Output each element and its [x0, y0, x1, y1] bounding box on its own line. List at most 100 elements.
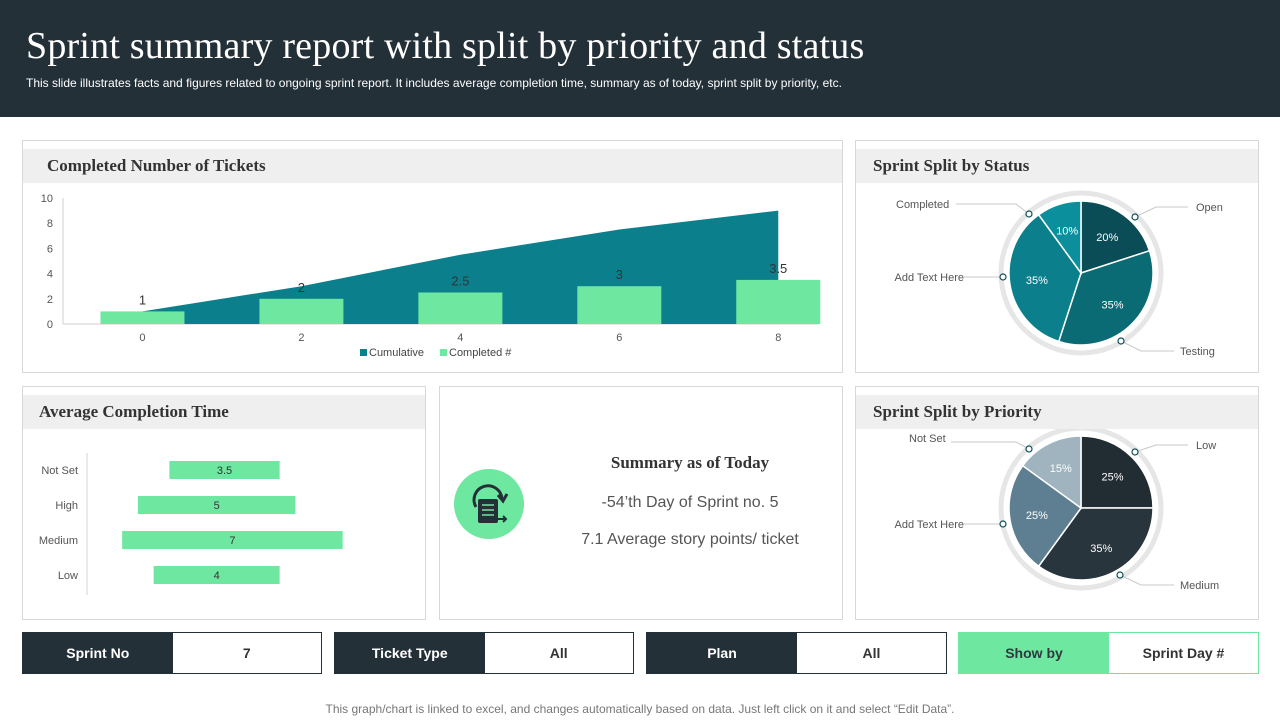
pie-slice	[1057, 249, 1154, 346]
pie-slice-label: 25%	[1026, 510, 1048, 522]
callout-label: Add Text Here	[894, 519, 964, 531]
callout-label: Not Set	[909, 433, 946, 445]
document-refresh-icon	[472, 484, 509, 523]
x-tick-label: 6	[616, 332, 622, 344]
callout-dot	[999, 520, 1007, 528]
completion-bar	[137, 496, 296, 514]
category-label: Low	[58, 570, 78, 582]
show-by-label: Show by	[959, 633, 1109, 673]
summary-title: Summary as of Today	[610, 453, 770, 472]
category-label: High	[55, 500, 78, 512]
status-pie-chart[interactable]: 20% 35% 35% 10% Open Testing Add Text Here Comp…	[856, 183, 1258, 373]
plan-control[interactable]: Plan All	[646, 632, 947, 674]
completed-bar-label: 1	[139, 292, 146, 307]
legend-label-completed: Completed #	[449, 347, 512, 359]
priority-pie-chart[interactable]: 25% 35% 25% 15% Low Medium Add Text Here Not Se…	[856, 429, 1258, 619]
summary-card: Summary as of Today -54’th Day of Sprint…	[439, 386, 843, 620]
tickets-card-title: Completed Number of Tickets	[23, 149, 842, 183]
legend-swatch-cumulative	[360, 349, 367, 356]
header-banner: Sprint summary report with split by prio…	[0, 0, 1280, 117]
show-by-value[interactable]: Sprint Day #	[1109, 633, 1258, 673]
callout-dot	[1025, 445, 1033, 453]
sprint-no-label: Sprint No	[23, 633, 173, 673]
completed-bar	[418, 292, 503, 324]
callout-line	[951, 441, 1030, 450]
avg-time-card-title: Average Completion Time	[23, 395, 425, 429]
page-subtitle: This slide illustrates facts and figures…	[26, 76, 842, 90]
completed-bar	[577, 286, 662, 324]
legend-swatch-completed	[440, 349, 447, 356]
completed-bar	[736, 279, 821, 324]
x-tick-label: 4	[457, 332, 463, 344]
priority-card: Sprint Split by Priority 25% 35% 25% 15% Low…	[855, 386, 1259, 620]
sprint-no-value[interactable]: 7	[172, 633, 321, 673]
ticket-type-control[interactable]: Ticket Type All	[334, 632, 634, 674]
status-card: Sprint Split by Status 20% 35% 35% 10% Open T…	[855, 140, 1259, 373]
category-label: Not Set	[41, 465, 78, 477]
callout-label: Open	[1196, 202, 1223, 214]
x-tick-label: 8	[775, 332, 781, 344]
x-tick-label: 0	[139, 332, 145, 344]
pie-slice	[1037, 507, 1154, 581]
y-tick-label: 8	[47, 218, 53, 230]
callout-label: Medium	[1180, 580, 1219, 592]
pie-slice	[1080, 200, 1151, 275]
y-tick-label: 4	[47, 269, 53, 281]
category-label: Medium	[39, 535, 78, 547]
completed-bar	[259, 298, 344, 324]
priority-card-title: Sprint Split by Priority	[856, 395, 1258, 429]
callout-line	[1119, 574, 1174, 586]
y-tick-label: 6	[47, 243, 53, 255]
completion-bar-label: 5	[214, 500, 220, 512]
completion-bar	[153, 566, 280, 584]
footer-note: This graph/chart is linked to excel, and…	[325, 702, 955, 716]
callout-dot	[1117, 337, 1125, 345]
completed-bar-label: 3.5	[769, 261, 787, 276]
plan-value[interactable]: All	[797, 633, 946, 673]
status-card-title: Sprint Split by Status	[856, 149, 1258, 183]
callout-label: Add Text Here	[894, 272, 964, 284]
pie-slice	[1008, 464, 1083, 568]
pie-slice-label: 20%	[1096, 232, 1118, 244]
sprint-no-control[interactable]: Sprint No 7	[22, 632, 322, 674]
callout-dot	[1131, 448, 1139, 456]
pie-slice	[1080, 435, 1154, 509]
summary-story-points: 7.1 Average story points/ ticket	[581, 531, 799, 548]
y-tick-label: 2	[47, 294, 53, 306]
pie-slice-label: 35%	[1026, 275, 1048, 287]
summary-icon-circle	[454, 469, 524, 539]
x-tick-label: 2	[298, 332, 304, 344]
completion-bar-label: 3.5	[217, 465, 232, 477]
callout-line	[1134, 444, 1188, 453]
y-tick-label: 0	[47, 319, 53, 331]
pie-slice-label: 25%	[1102, 471, 1124, 483]
callout-dot	[1116, 571, 1124, 579]
callout-dot	[1131, 213, 1139, 221]
show-by-control[interactable]: Show by Sprint Day #	[958, 632, 1259, 674]
callout-line	[956, 203, 1030, 215]
callout-dot	[999, 273, 1007, 281]
completed-bar-label: 2.5	[451, 274, 469, 289]
pie-slice	[1021, 435, 1082, 510]
callout-label: Completed	[896, 199, 949, 211]
completed-bar	[100, 311, 185, 324]
tickets-chart[interactable]: 0 2 4 6 8 10 0 2 4 6 8 1 2 2.5 3 3.5 Cumulative Completed…	[23, 183, 842, 373]
callout-line	[1134, 206, 1188, 218]
page-title: Sprint summary report with split by prio…	[26, 25, 865, 67]
avg-time-card: Average Completion Time Not Set 3.5 High 5 M…	[22, 386, 426, 620]
plan-label: Plan	[647, 633, 797, 673]
completion-bar-label: 7	[229, 535, 235, 547]
callout-line	[1120, 340, 1174, 352]
completion-bar	[169, 461, 280, 479]
callout-dot	[1025, 210, 1033, 218]
avg-time-bar-chart[interactable]: Not Set 3.5 High 5 Medium 7 Low 4	[23, 429, 425, 619]
pie-slice-label: 35%	[1090, 543, 1112, 555]
completed-bar-label: 2	[298, 280, 305, 295]
completion-bar-label: 4	[214, 570, 220, 582]
completed-bar-label: 3	[616, 267, 623, 282]
summary-sprint-day: -54’th Day of Sprint no. 5	[601, 494, 779, 511]
pie-slice	[1037, 200, 1082, 276]
legend-label-cumulative: Cumulative	[369, 347, 424, 359]
pie-slice	[1008, 213, 1082, 343]
ticket-type-value[interactable]: All	[484, 633, 633, 673]
